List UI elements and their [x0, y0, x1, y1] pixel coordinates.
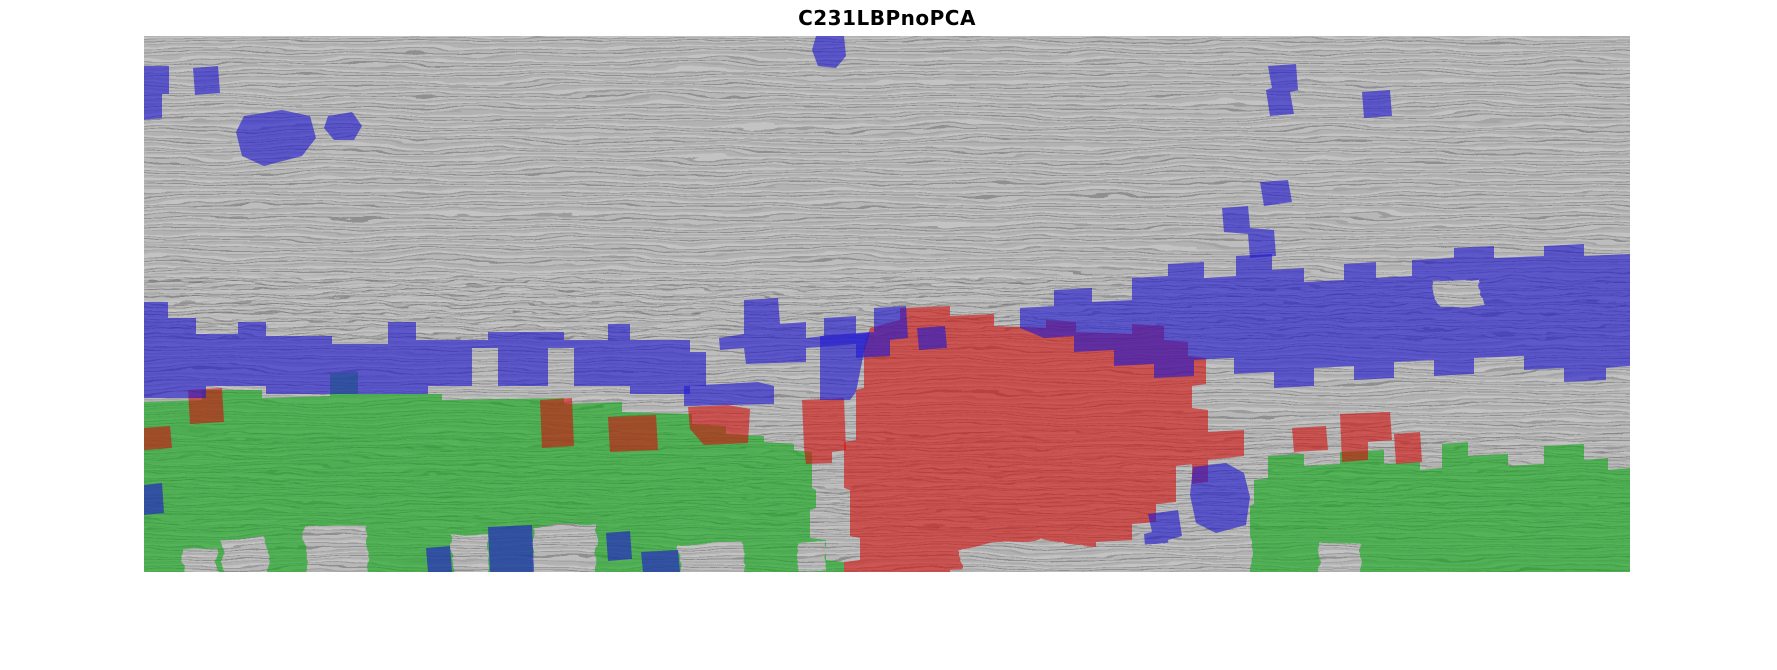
segment-red [540, 398, 574, 448]
segment-gray [222, 536, 268, 572]
segment-gray [1320, 543, 1362, 572]
segment-gray [680, 540, 746, 572]
segment-red [608, 415, 658, 452]
segment-green [1250, 442, 1630, 572]
overlay-layer-red-1 [144, 306, 1422, 572]
segment-red [688, 405, 750, 445]
segment-gray [1434, 278, 1482, 306]
segment-red [1394, 432, 1422, 464]
overlay-regions [144, 36, 1630, 572]
segment-red [1340, 412, 1392, 462]
segment-gray [796, 542, 826, 570]
seismic-plot-area [144, 36, 1630, 572]
segment-blue [820, 332, 870, 400]
segment-blue [144, 302, 706, 398]
segment-blue [641, 550, 680, 572]
segment-blue [488, 525, 534, 572]
segment-red [844, 306, 1244, 572]
segment-blue [144, 66, 169, 120]
segment-blue [812, 36, 846, 68]
segment-blue [1362, 90, 1392, 118]
overlay-layer-gray-3 [182, 278, 1482, 572]
segment-blue [144, 483, 164, 515]
segment-blue [193, 66, 220, 95]
segment-gray [182, 544, 218, 572]
segment-green [144, 372, 844, 572]
segment-gray [450, 530, 488, 572]
overlay-layer-blue-4 [144, 483, 680, 572]
segment-red [144, 426, 172, 450]
segment-red [802, 398, 846, 464]
segment-blue [236, 110, 316, 166]
segment-gray [960, 534, 1250, 572]
segment-blue [684, 382, 774, 406]
segment-blue [606, 531, 632, 561]
segment-blue [1190, 463, 1250, 533]
segment-blue [324, 112, 362, 140]
segment-blue [1260, 180, 1292, 206]
segment-blue [426, 546, 452, 572]
segment-blue [1266, 64, 1298, 116]
segment-blue [917, 326, 947, 350]
seismic-image [144, 36, 1630, 572]
segment-gray [532, 524, 598, 572]
segment-red [1292, 426, 1328, 452]
figure-title: C231LBPnoPCA [798, 6, 976, 30]
segment-gray [304, 528, 368, 572]
overlay-layer-green-0 [144, 372, 1630, 572]
segment-blue [1222, 206, 1276, 258]
